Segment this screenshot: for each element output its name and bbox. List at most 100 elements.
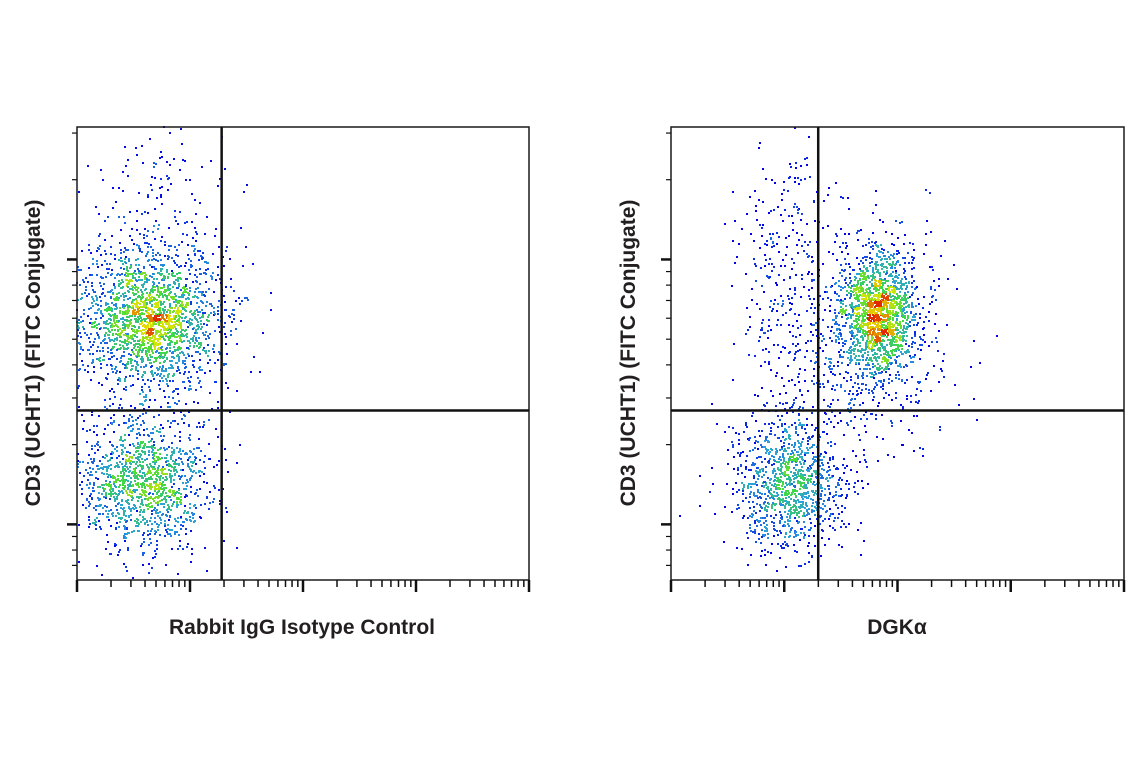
data-point <box>245 246 247 248</box>
data-point <box>86 484 88 486</box>
data-point <box>91 322 93 324</box>
data-point <box>127 494 129 496</box>
data-point <box>183 521 185 523</box>
data-point <box>141 213 143 215</box>
data-point <box>135 259 137 261</box>
data-point <box>118 486 120 488</box>
data-point <box>182 469 184 471</box>
data-point <box>177 307 179 309</box>
data-point <box>160 373 162 375</box>
data-point <box>132 338 134 340</box>
data-point <box>159 500 161 502</box>
data-point <box>153 361 155 363</box>
data-point <box>147 330 149 332</box>
data-point <box>191 265 193 267</box>
data-point <box>151 259 153 261</box>
data-point <box>883 303 885 305</box>
data-point <box>199 459 201 461</box>
data-point <box>895 272 897 274</box>
data-point <box>113 325 115 327</box>
data-point <box>160 196 162 198</box>
data-point <box>104 399 106 401</box>
data-point <box>174 531 176 533</box>
data-point <box>144 326 146 328</box>
data-point <box>886 336 888 338</box>
data-point <box>180 493 182 495</box>
data-point <box>106 263 108 265</box>
data-point <box>155 481 157 483</box>
data-point <box>83 328 85 330</box>
data-point <box>143 541 145 543</box>
data-point <box>870 310 872 312</box>
data-point <box>171 335 173 337</box>
data-point <box>196 447 198 449</box>
data-point <box>183 488 185 490</box>
data-point <box>876 294 878 296</box>
data-point <box>177 517 179 519</box>
data-point <box>171 447 173 449</box>
data-point <box>178 498 180 500</box>
data-point <box>851 330 853 332</box>
data-point <box>165 378 167 380</box>
data-point <box>894 285 896 287</box>
data-point <box>103 433 105 435</box>
data-point <box>106 268 108 270</box>
data-point <box>200 300 202 302</box>
data-point <box>78 561 80 563</box>
data-point <box>123 347 125 349</box>
data-point <box>127 270 129 272</box>
data-point <box>171 297 173 299</box>
data-point <box>123 268 125 270</box>
data-point <box>197 328 199 330</box>
data-point <box>182 233 184 235</box>
data-point <box>143 396 145 398</box>
data-point <box>151 300 153 302</box>
data-point <box>134 360 136 362</box>
data-point <box>151 176 153 178</box>
data-point <box>146 458 148 460</box>
data-point <box>177 548 179 550</box>
data-point <box>152 273 154 275</box>
data-point <box>896 293 898 295</box>
data-point <box>176 249 178 251</box>
data-point <box>138 264 140 266</box>
data-point <box>122 263 124 265</box>
data-point <box>105 510 107 512</box>
data-point <box>184 222 186 224</box>
data-point <box>107 460 109 462</box>
data-point <box>124 342 126 344</box>
data-point <box>130 360 132 362</box>
data-point <box>888 382 890 384</box>
data-point <box>850 338 852 340</box>
data-point <box>154 533 156 535</box>
data-point <box>105 323 107 325</box>
data-point <box>121 287 123 289</box>
data-point <box>878 329 880 331</box>
data-point <box>179 211 181 213</box>
data-point <box>889 339 891 341</box>
data-point <box>191 512 193 514</box>
data-point <box>205 352 207 354</box>
data-point <box>172 420 174 422</box>
x-axis-label: DGKα <box>867 616 927 639</box>
data-point <box>842 287 844 289</box>
data-point <box>173 470 175 472</box>
data-point <box>151 451 153 453</box>
data-point <box>132 484 134 486</box>
data-point <box>153 258 155 260</box>
data-point <box>122 363 124 365</box>
data-point <box>94 338 96 340</box>
data-point <box>855 344 857 346</box>
data-point <box>871 339 873 341</box>
data-point <box>99 460 101 462</box>
data-point <box>874 332 876 334</box>
data-point <box>96 250 98 252</box>
data-point <box>146 428 148 430</box>
data-point <box>193 461 195 463</box>
data-point <box>157 526 159 528</box>
data-point <box>901 297 903 299</box>
data-point <box>157 272 159 274</box>
data-point <box>908 345 910 347</box>
data-point <box>158 322 160 324</box>
data-point <box>81 250 83 252</box>
